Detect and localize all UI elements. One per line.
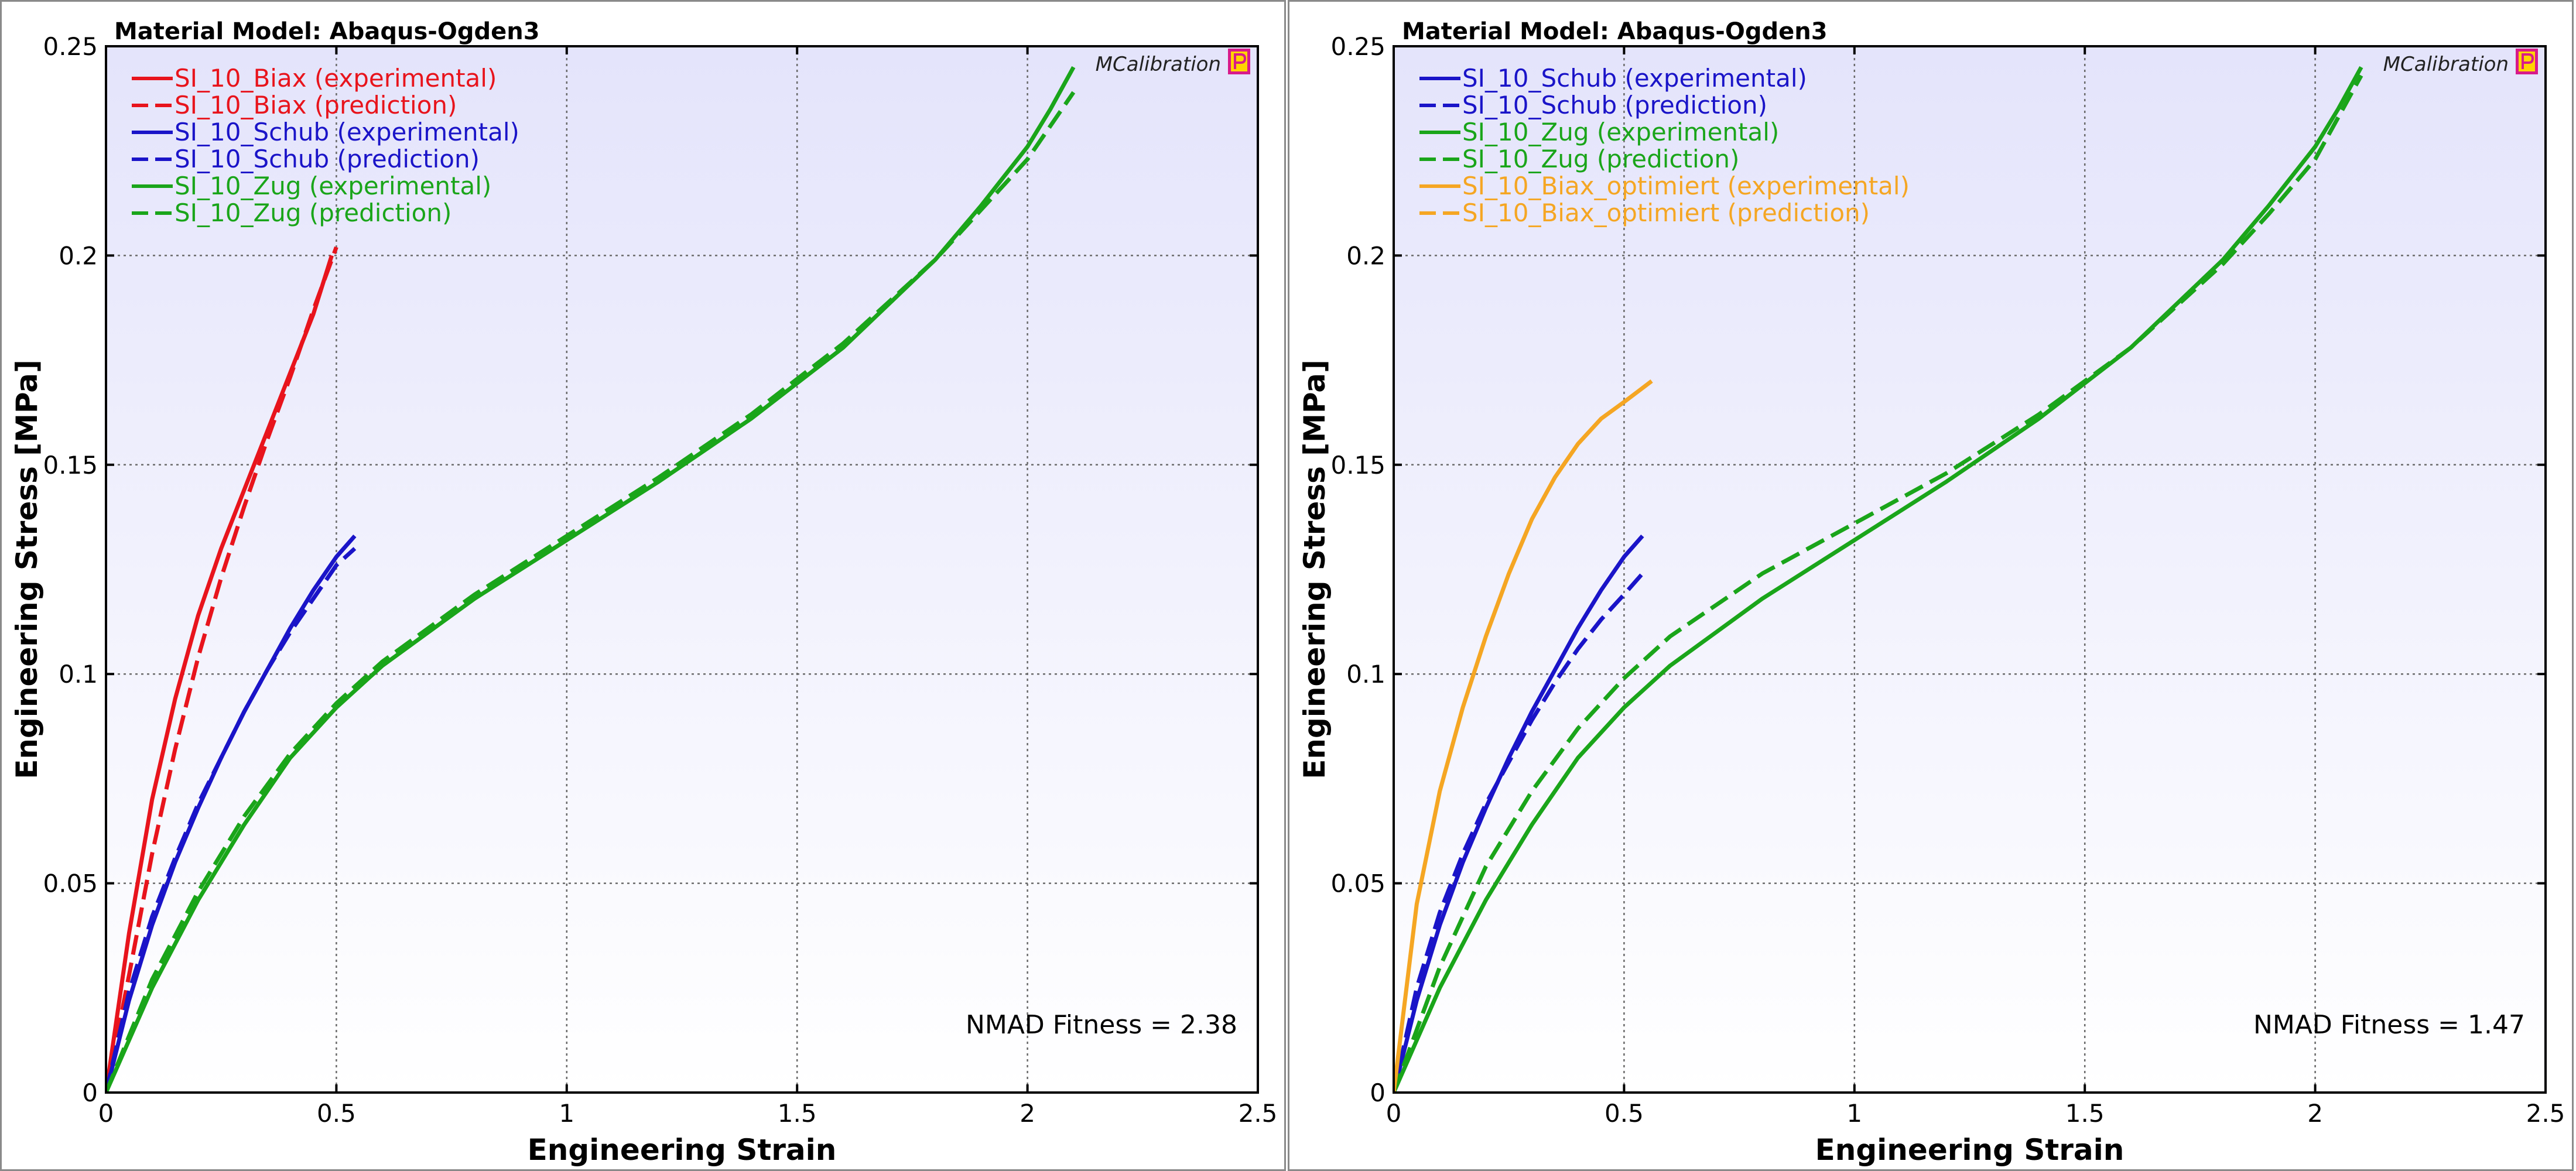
x-tick-label: 2: [2307, 1099, 2323, 1128]
plot-frame: [105, 45, 1259, 1094]
chart-panel-right: 0 0.5 1 1.5 2 2.5 0 0.05 0.1 0.15 0.2 0.25 Engineeri…: [1288, 0, 2574, 1171]
nmad-fitness-label: NMAD Fitness = 2.38: [966, 1010, 1237, 1040]
x-tick-label: 1.5: [2065, 1099, 2105, 1128]
series-line-3: [106, 547, 357, 1093]
y-tick-label: 0.25: [43, 32, 98, 61]
chart-svg-right: 0 0.5 1 1.5 2 2.5 0 0.05 0.1 0.15 0.2 0.25 Engineeri…: [1298, 18, 2565, 1167]
y-tick-label: 0.2: [1346, 241, 1386, 270]
y-tick-label: 0.25: [1330, 32, 1386, 61]
y-tick-label: 0.15: [1330, 451, 1386, 480]
legend-entry: SI_10_Biax (experimental): [175, 64, 497, 93]
series-line-4: [1394, 379, 1653, 1093]
legend-entry: SI_10_Schub (experimental): [175, 118, 519, 146]
x-tick-label: 0.5: [1605, 1099, 1644, 1128]
legend-entry: SI_10_Biax_optimiert (experimental): [1462, 172, 1910, 200]
legend-entry: SI_10_Zug (experimental): [175, 172, 491, 200]
y-tick-label: 0: [1370, 1078, 1386, 1107]
chart-title: Material Model: Abaqus-Ogden3: [114, 18, 540, 45]
legend-entry: SI_10_Biax_optimiert (prediction): [1462, 198, 1870, 227]
x-axis-title: Engineering Strain: [528, 1133, 837, 1167]
y-tick-label: 0.05: [43, 869, 98, 898]
x-tick-label: 2.5: [2526, 1099, 2565, 1128]
legend-entry: SI_10_Schub (experimental): [1462, 64, 1807, 93]
x-tick-label: 2.5: [1239, 1099, 1278, 1128]
series-line-1: [1394, 572, 1644, 1093]
series-line-1: [106, 246, 338, 1093]
series-line-5: [106, 91, 1076, 1093]
brand-logo-icon: [1228, 49, 1250, 74]
legend-entry: SI_10_Zug (prediction): [1462, 145, 1739, 173]
x-tick-label: 1.5: [778, 1099, 817, 1128]
series-line-4: [106, 66, 1076, 1093]
y-tick-label: 0.05: [1330, 869, 1386, 898]
y-axis-title: Engineering Stress [MPa]: [10, 359, 44, 779]
legend-entry: SI_10_Zug (experimental): [1462, 118, 1779, 146]
brand-label: MCalibration: [1096, 53, 1221, 76]
x-tick-label: 0: [98, 1099, 114, 1128]
y-tick-label: 0.2: [59, 241, 98, 270]
y-tick-label: 0.15: [43, 451, 98, 480]
chart-panel-left: 0 0.5 1 1.5 2 2.5 0 0.05 0.1 0.15 0.2 0.25 Engineeri…: [0, 0, 1286, 1171]
x-tick-label: 2: [1020, 1099, 1035, 1128]
plot-area: [106, 46, 1258, 1093]
legend-entry: SI_10_Schub (prediction): [1462, 91, 1767, 119]
nmad-fitness-label: NMAD Fitness = 1.47: [2253, 1010, 2525, 1040]
y-axis-title: Engineering Stress [MPa]: [1298, 359, 1332, 779]
y-tick-label: 0.1: [1346, 660, 1386, 689]
plot-frame: [1393, 45, 2547, 1094]
x-tick-label: 0: [1386, 1099, 1402, 1128]
legend-entry: SI_10_Biax (prediction): [175, 91, 457, 119]
legend-entry: SI_10_Zug (prediction): [175, 198, 451, 227]
series-line-0: [1394, 534, 1644, 1093]
brand-logo-icon: [2516, 49, 2538, 74]
brand-label: MCalibration: [2383, 53, 2509, 76]
x-tick-label: 1: [1846, 1099, 1862, 1128]
series-line-3: [1394, 74, 2363, 1093]
series-line-2: [1394, 66, 2363, 1093]
x-tick-label: 1: [559, 1099, 574, 1128]
x-tick-label: 0.5: [317, 1099, 356, 1128]
chart-svg-left: 0 0.5 1 1.5 2 2.5 0 0.05 0.1 0.15 0.2 0.25 Engineeri…: [10, 18, 1278, 1167]
chart-title: Material Model: Abaqus-Ogden3: [1402, 18, 1828, 45]
plot-area: [1394, 46, 2546, 1093]
y-tick-label: 0: [82, 1078, 98, 1107]
legend-entry: SI_10_Schub (prediction): [175, 145, 480, 173]
x-axis-title: Engineering Strain: [1815, 1133, 2125, 1167]
y-tick-label: 0.1: [59, 660, 98, 689]
